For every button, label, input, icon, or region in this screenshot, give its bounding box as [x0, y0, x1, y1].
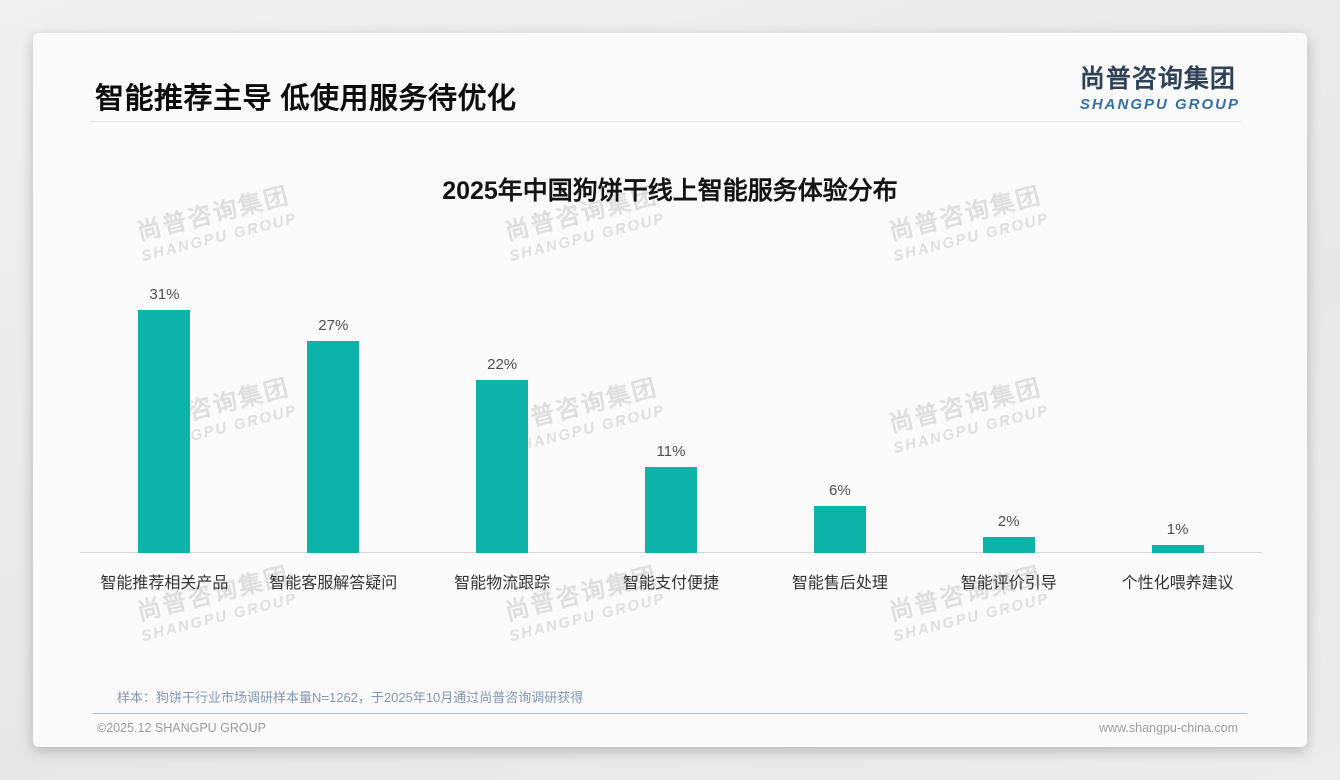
chart-title: 2025年中国狗饼干线上智能服务体验分布: [442, 177, 898, 205]
watermark-en-text: SHANGPU GROUP: [891, 589, 1052, 646]
bar-value-label: 31%: [149, 286, 180, 303]
slide-card: 尚普咨询集团 SHANGPU GROUP 尚普咨询集团 SHANGPU GROUP 尚普…: [33, 33, 1307, 747]
bar: [1151, 545, 1204, 553]
watermark-en-text: SHANGPU GROUP: [891, 209, 1052, 266]
bar: [476, 380, 529, 553]
bar: [307, 341, 360, 553]
bar-value-label: 22%: [487, 356, 518, 373]
bar-value-label: 27%: [318, 317, 349, 334]
logo-en-text: SHANGPU GROUP: [1079, 96, 1240, 113]
bar-column: 6%: [755, 272, 924, 553]
bar-category-label: 智能售后处理: [791, 575, 888, 592]
bar-category-label: 智能物流跟踪: [454, 575, 551, 592]
category-labels-row: 智能推荐相关产品 智能客服解答疑问 智能物流跟踪 智能支付便捷 智能售后处理 智能评价引导…: [80, 569, 1262, 593]
page-title: 智能推荐主导 低使用服务待优化: [95, 83, 517, 115]
bar-column: 27%: [249, 272, 418, 553]
logo: 尚普咨询集团 SHANGPU GROUP: [1080, 59, 1240, 113]
bar: [813, 506, 866, 553]
bar-category-label: 智能客服解答疑问: [269, 575, 398, 592]
bar-category-label: 个性化喂养建议: [1121, 575, 1234, 592]
sample-note: 样本：狗饼干行业市场调研样本量N=1262，于2025年10月通过尚普咨询调研获…: [117, 690, 584, 705]
bar-value-label: 2%: [997, 513, 1020, 530]
footer-website: www.shangpu-china.com: [1099, 721, 1238, 735]
bars-container: 31% 27% 22% 11% 6% 2% 1%: [80, 272, 1262, 553]
footer-divider: [93, 713, 1247, 714]
bar-column: 22%: [418, 272, 587, 553]
watermark-en-text: SHANGPU GROUP: [507, 209, 668, 266]
bar-value-label: 11%: [656, 443, 686, 460]
watermark-en-text: SHANGPU GROUP: [139, 589, 300, 646]
bar-column: 2%: [924, 272, 1093, 553]
bar: [645, 467, 697, 553]
watermark-en-text: SHANGPU GROUP: [507, 589, 668, 646]
bar-value-label: 1%: [1166, 521, 1189, 538]
title-divider: [90, 121, 1241, 122]
bar-category-label: 智能推荐相关产品: [100, 575, 229, 592]
logo-cn-text: 尚普咨询集团: [1079, 65, 1236, 93]
bar-column: 1%: [1093, 272, 1262, 553]
bar-column: 11%: [587, 272, 756, 553]
watermark-en-text: SHANGPU GROUP: [139, 209, 300, 266]
bar-value-label: 6%: [829, 482, 851, 499]
footer-copyright: ©2025.12 SHANGPU GROUP: [97, 721, 266, 735]
bar-category-label: 智能支付便捷: [623, 575, 720, 592]
bar-column: 31%: [80, 272, 249, 553]
bar: [982, 537, 1035, 553]
bar: [138, 310, 191, 553]
bar-category-label: 智能评价引导: [960, 575, 1057, 592]
